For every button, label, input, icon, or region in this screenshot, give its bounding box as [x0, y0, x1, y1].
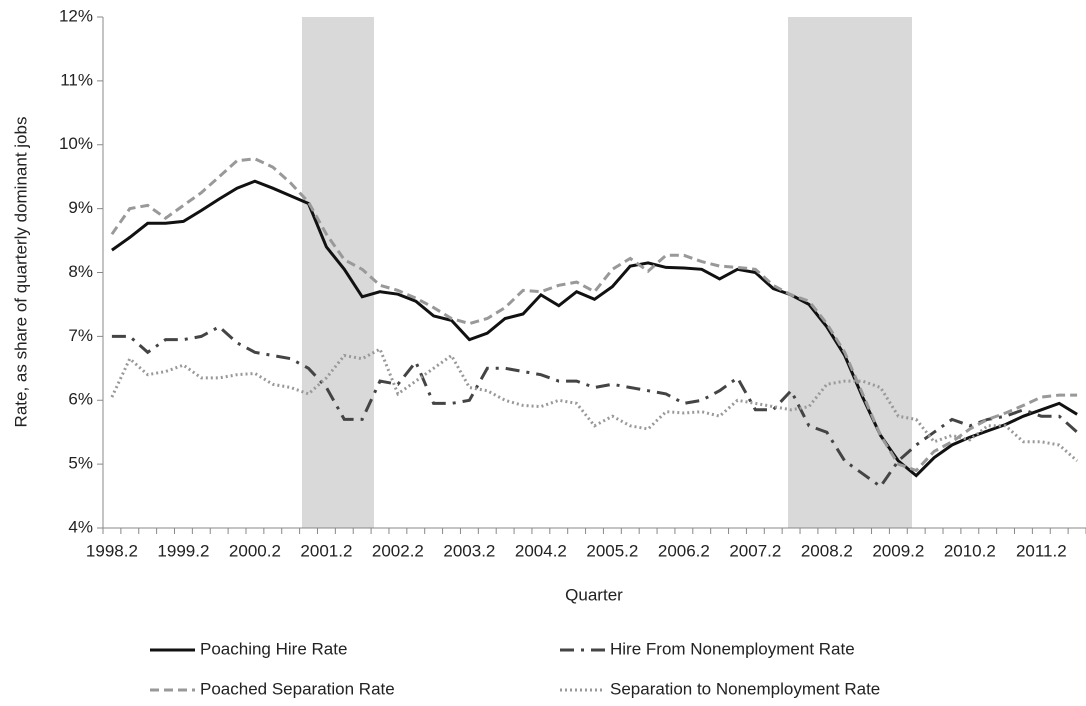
- x-tick-label: 2000.2: [229, 541, 281, 560]
- x-axis-label: Quarter: [565, 585, 623, 604]
- y-axis-label: Rate, as share of quarterly dominant job…: [11, 117, 30, 428]
- x-tick-label: 1998.2: [86, 541, 138, 560]
- legend-label: Poached Separation Rate: [200, 679, 395, 698]
- x-tick-label: 2009.2: [872, 541, 924, 560]
- series-line: [110, 346, 1079, 463]
- x-tick-label: 2008.2: [801, 541, 853, 560]
- legend-label: Poaching Hire Rate: [200, 639, 347, 658]
- x-tick-label: 2004.2: [515, 541, 567, 560]
- y-tick-label: 6%: [68, 390, 93, 409]
- y-tick-label: 8%: [68, 262, 93, 281]
- recession-shading: [788, 17, 912, 528]
- series-line: [110, 157, 1078, 473]
- y-tick-label: 7%: [68, 326, 93, 345]
- x-tick-label: 2007.2: [729, 541, 781, 560]
- y-tick-label: 12%: [59, 6, 93, 25]
- y-tick-label: 11%: [60, 70, 93, 89]
- x-tick-label: 1999.2: [157, 541, 209, 560]
- y-tick-label: 10%: [59, 134, 93, 153]
- y-tick-label: 9%: [68, 198, 93, 217]
- legend-label: Hire From Nonemployment Rate: [610, 639, 855, 658]
- x-tick-label: 2005.2: [586, 541, 638, 560]
- x-tick-label: 2006.2: [658, 541, 710, 560]
- x-tick-label: 2001.2: [300, 541, 352, 560]
- x-tick-label: 2003.2: [443, 541, 495, 560]
- x-tick-label: 2011.2: [1016, 541, 1067, 560]
- series-line: [111, 324, 1079, 489]
- legend-label: Separation to Nonemployment Rate: [610, 679, 880, 698]
- recession-shading: [302, 17, 374, 528]
- y-tick-label: 4%: [68, 517, 93, 536]
- y-tick-label: 5%: [68, 454, 93, 473]
- x-tick-label: 2010.2: [944, 541, 996, 560]
- x-tick-label: 2002.2: [372, 541, 424, 560]
- series-line: [111, 179, 1078, 478]
